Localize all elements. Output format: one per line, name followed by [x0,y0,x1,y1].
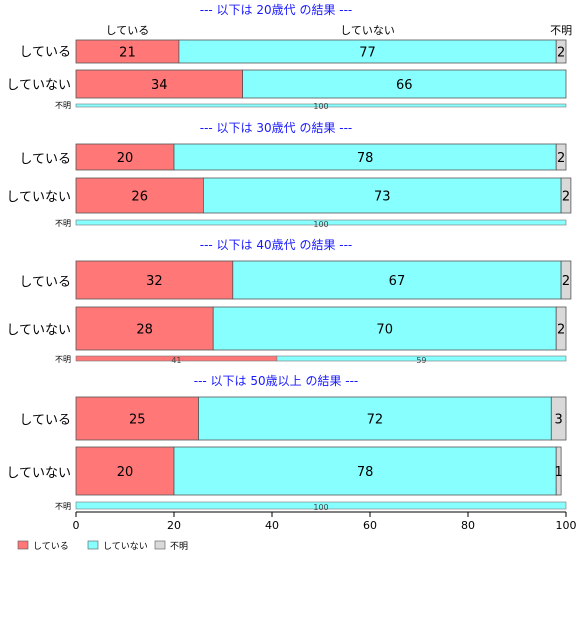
bar-segment [198,396,552,441]
group-title: --- 以下は 30歳代 の結果 --- [200,121,353,135]
bar-segment [75,306,214,351]
data-label: 26 [131,190,148,205]
row-label: している [19,45,71,60]
row-label: している [19,413,71,428]
bar-segment [75,260,234,300]
unknown-data-label: 41 [171,356,181,365]
row-label: していない [6,78,71,93]
legend-swatch [154,540,166,550]
data-label: 25 [129,413,146,428]
unknown-data-label: 59 [416,356,426,365]
bar-segment [560,260,572,300]
top-category-label: している [106,24,150,37]
unknown-data-label: 100 [313,503,328,512]
data-label: 21 [119,46,136,61]
data-label: 2 [562,274,570,289]
x-tick-label: 40 [265,519,279,532]
x-tick-label: 0 [73,519,80,532]
legend-swatch [17,540,29,550]
bar-segment [550,396,567,441]
x-tick-label: 20 [167,519,181,532]
group-title: --- 以下は 40歳代 の結果 --- [200,238,353,252]
data-label: 67 [389,274,406,289]
bar-segment [555,446,562,496]
row-label: していない [6,466,71,481]
row-label: していない [6,323,71,338]
legend-swatch [87,540,99,550]
unknown-bar-segment [75,501,567,510]
data-label: 66 [396,78,413,93]
bar-segment [232,260,562,300]
data-label: 72 [367,413,384,428]
row-label: していない [6,190,71,205]
data-label: 2 [562,190,570,205]
unknown-bar-segment [75,219,567,226]
data-label: 28 [136,323,153,338]
top-category-label: していない [340,24,395,37]
unknown-row-label: 不明 [55,101,71,110]
bar-segment [75,396,199,441]
data-label: 73 [374,190,391,205]
x-tick-label: 60 [363,519,377,532]
data-label: 2 [557,151,565,166]
bar-segment [75,446,175,496]
unknown-row-label: 不明 [55,355,71,364]
row-label: している [19,275,71,290]
unknown-data-label: 100 [313,102,328,111]
bar-segment [202,177,562,214]
top-category-label: 不明 [550,24,572,37]
bar-segment [75,177,204,214]
unknown-data-label: 100 [313,220,328,229]
x-tick-label: 100 [556,519,577,532]
legend-label: 不明 [170,541,188,552]
data-label: 32 [146,274,163,289]
data-label: 78 [357,151,374,166]
data-label: 1 [555,465,563,480]
group-title: --- 以下は 50歳以上 の結果 --- [194,374,359,388]
unknown-bar-segment [75,103,567,108]
data-label: 78 [357,465,374,480]
data-label: 20 [117,465,134,480]
x-tick-label: 80 [461,519,475,532]
bar-segment [560,177,572,214]
legend-label: している [33,541,69,552]
unknown-row-label: 不明 [55,219,71,228]
data-label: 20 [117,151,134,166]
data-label: 70 [376,323,393,338]
group-title: --- 以下は 20歳代 の結果 --- [200,3,353,17]
data-label: 34 [151,78,168,93]
data-label: 2 [557,323,565,338]
bar-segment [242,69,567,99]
unknown-row-label: 不明 [55,502,71,511]
data-label: 77 [359,46,376,61]
data-label: 2 [557,46,565,61]
bar-segment [212,306,557,351]
bar-segment [555,143,567,171]
row-label: している [19,152,71,167]
legend-label: していない [103,541,148,552]
bar-segment [555,39,567,64]
bar-segment [173,446,557,496]
bar-segment [173,143,557,171]
bar-segment [555,306,567,351]
data-label: 3 [555,413,563,428]
unknown-bar-segment [276,355,567,362]
